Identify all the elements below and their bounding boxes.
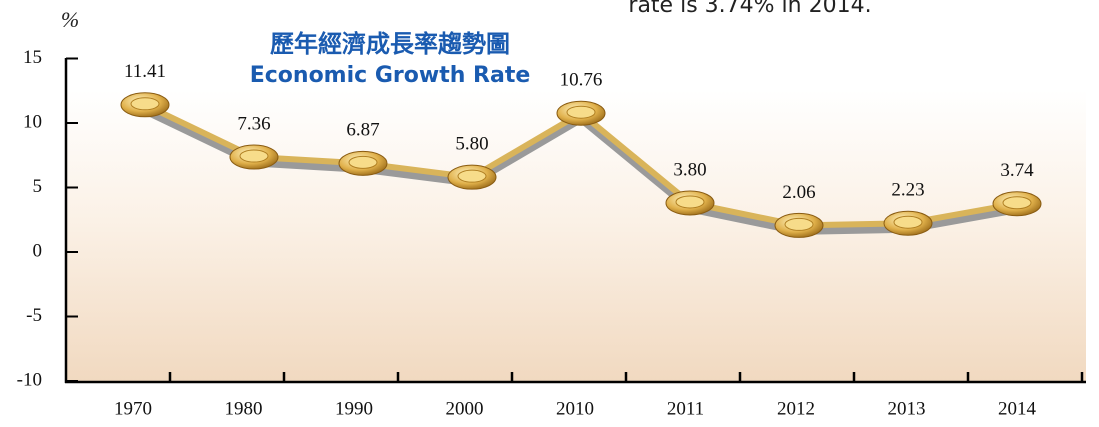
coin-face bbox=[239, 149, 269, 163]
coin-face bbox=[130, 97, 160, 111]
value-label: 6.87 bbox=[346, 120, 379, 141]
coin-face bbox=[675, 195, 705, 209]
x-tick-label: 1970 bbox=[114, 398, 152, 419]
coin-face bbox=[784, 217, 814, 231]
value-label: 11.41 bbox=[124, 61, 166, 82]
value-label: 3.80 bbox=[673, 159, 706, 180]
y-axis-label: % bbox=[61, 7, 79, 32]
x-tick-label: 2000 bbox=[446, 398, 484, 419]
value-label: 10.76 bbox=[560, 70, 603, 91]
x-tick-label: 1980 bbox=[225, 398, 263, 419]
y-tick-label: 15 bbox=[23, 47, 42, 68]
value-label: 2.06 bbox=[782, 182, 815, 203]
coin-face bbox=[566, 105, 596, 119]
x-tick-label: 2013 bbox=[888, 398, 926, 419]
y-tick-label: 5 bbox=[33, 176, 43, 197]
plot-background bbox=[66, 90, 1086, 382]
x-tick-label: 2011 bbox=[667, 398, 704, 419]
y-tick-label: 10 bbox=[23, 111, 42, 132]
coin-face bbox=[1002, 196, 1032, 210]
coin-face bbox=[348, 155, 378, 169]
x-tick-label: 2010 bbox=[556, 398, 594, 419]
chart-subtitle: Economic Growth Rate bbox=[250, 63, 531, 88]
y-tick-label: -10 bbox=[17, 369, 42, 390]
coin-face bbox=[457, 169, 487, 183]
value-label: 2.23 bbox=[891, 180, 924, 201]
x-tick-label: 2014 bbox=[998, 398, 1037, 419]
value-label: 3.74 bbox=[1000, 160, 1034, 181]
value-label: 5.80 bbox=[455, 134, 488, 155]
x-tick-label: 2012 bbox=[777, 398, 815, 419]
y-tick-label: 0 bbox=[33, 240, 43, 261]
x-tick-label: 1990 bbox=[335, 398, 373, 419]
value-label: 7.36 bbox=[237, 113, 270, 134]
chart-title: 歷年經濟成長率趨勢圖 bbox=[270, 30, 510, 58]
annotation: rate is 3.74% in 2014. bbox=[628, 0, 871, 18]
y-tick-label: -5 bbox=[26, 305, 42, 326]
coin-face bbox=[893, 215, 923, 229]
